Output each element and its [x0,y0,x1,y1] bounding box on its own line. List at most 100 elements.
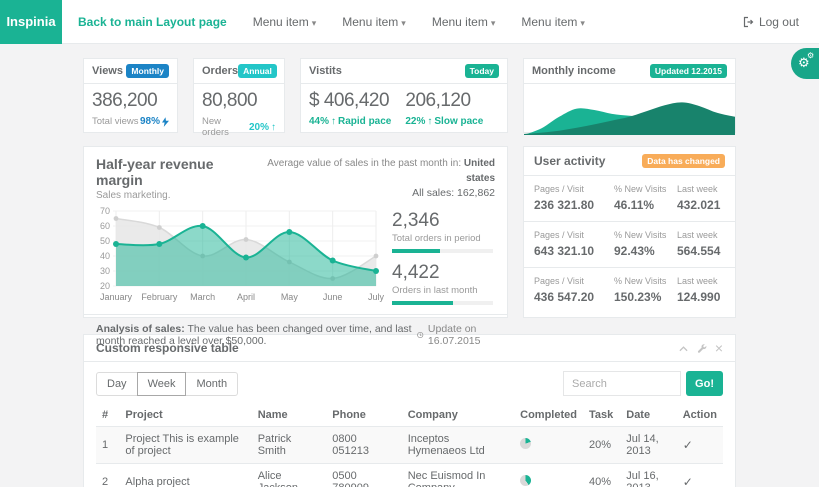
go-button[interactable]: Go! [686,371,723,396]
caret-down-icon: ▾ [490,17,496,28]
orders-delta-value: 20% [248,121,269,133]
svg-text:May: May [281,292,299,302]
wrench-icon[interactable] [696,343,707,354]
views-label: Total views [92,116,139,127]
project-cell[interactable]: Alpha project [119,463,252,487]
panel-title: User activity [534,154,606,168]
col-header-project[interactable]: Project [119,404,252,427]
project-cell[interactable]: Project This is example of project [119,426,252,464]
visits-left-delta: 44% ↑ Rapid pace [309,116,391,127]
panel-title: Monthly income [532,65,616,77]
activity-value: 643 321.10 [534,244,595,258]
filter-month-button[interactable]: Month [185,371,239,396]
col-header-company[interactable]: Company [401,404,515,427]
gear-icon: ⚙ [798,55,810,70]
caret-down-icon: ▾ [401,17,406,28]
activity-col-label: % New Visits [614,276,667,286]
filter-day-button[interactable]: Day [96,371,138,396]
visits-right-value: 206,120 [405,90,471,111]
svg-text:April: April [237,292,255,302]
avg-sales-country: United states [463,158,495,184]
update-info: Update on 16.07.2015 [417,323,495,347]
revenue-chart: 20 30 40 50 60 70 January February March April May… [94,206,385,314]
menu-item-3[interactable]: Menu item ▾ [432,15,496,29]
update-date: Update on 16.07.2015 [427,322,481,347]
col-header-num[interactable]: # [96,404,120,427]
visits-left-stat: $ 406,420 44% ↑ Rapid pace [309,90,391,127]
activity-value: 564.554 [677,244,721,258]
filter-week-button[interactable]: Week [136,371,187,396]
svg-text:50: 50 [100,236,110,246]
panel-title: Views [92,65,123,77]
updated-badge: Updated 12.2015 [649,64,727,78]
arrow-up-icon: ↑ [427,116,433,127]
activity-row: Pages / Visit 436 547.20 % New Visits 150.… [524,268,735,313]
views-value: 386,200 [92,90,158,111]
table-row: 2 Alpha project Alice Jackson 0500 78090… [96,463,723,487]
orders-in-period-value: 2,346 [392,209,440,231]
col-header-task[interactable]: Task [582,404,621,427]
check-icon[interactable]: ✓ [676,463,723,487]
date-cell: Jul 16, 2013 [620,463,677,487]
menu-item-label: Menu item [521,14,578,29]
table-row: 1 Project This is example of project Pat… [96,426,723,464]
visits-right-delta: 22% ↑ Slow pace [405,116,483,127]
arrow-up-icon: ↑ [331,116,337,127]
completed-pie-icon [520,475,532,486]
revenue-subtitle: Sales marketing. [96,190,171,201]
svg-text:June: June [323,292,343,302]
orders-in-period-label: Total orders in period [392,232,481,244]
orders-last-month-value: 4,422 [392,261,440,283]
visits-left-value: $ 406,420 [309,90,390,111]
orders-label: New orders [202,116,229,138]
svg-text:30: 30 [100,266,110,276]
monthly-badge: Monthly [126,64,169,78]
visits-right-stat: 206,120 22% ↑ Slow pace [405,90,483,127]
collapse-icon[interactable] [679,345,688,352]
col-header-action[interactable]: Action [676,404,723,427]
logout-button[interactable]: Log out [742,15,799,29]
col-header-completed[interactable]: Completed [514,404,583,427]
analysis-label: Analysis of sales: [96,322,185,335]
activity-value: 436 547.20 [534,290,595,304]
task-cell: 40% [582,463,621,487]
theme-settings-button[interactable]: ⚙ ⚙ [791,48,819,79]
revenue-side-stats: 2,346 Total orders in period 4,422 Order… [382,206,497,314]
svg-text:February: February [141,292,178,302]
visits-panel: Vistits Today $ 406,420 44% ↑ Rapid pace… [300,58,508,133]
panel-title: Custom responsive table [96,341,239,355]
svg-text:March: March [190,292,215,302]
gear-icon-small: ⚙ [807,51,815,60]
col-header-phone[interactable]: Phone [326,404,402,427]
orders-panel: Orders Annual 80,800 New orders 20% ↑ [193,58,285,138]
delta-value: 22% [405,116,426,127]
caret-down-icon: ▾ [580,17,585,28]
activity-col-label: % New Visits [614,184,667,194]
revenue-title: Half-year revenue margin [96,156,214,188]
svg-text:70: 70 [100,206,110,216]
check-icon[interactable]: ✓ [676,426,723,464]
svg-text:20: 20 [100,281,110,291]
back-to-layout-link[interactable]: Back to main Layout page [78,14,227,29]
orders-value: 80,800 [202,90,258,111]
progress-bar [392,248,493,253]
col-header-date[interactable]: Date [620,404,677,427]
search-input[interactable] [563,371,682,396]
close-icon[interactable]: × [714,340,723,356]
activity-col-label: Last week [677,184,718,194]
svg-text:60: 60 [100,221,110,231]
brand-logo[interactable]: Inspinia [0,0,62,44]
caret-down-icon: ▾ [311,17,317,28]
activity-col-label: Last week [677,276,718,286]
col-header-name[interactable]: Name [251,404,327,427]
analysis-text: Analysis of sales: The value has been ch… [96,323,417,347]
menu-item-4[interactable]: Menu item ▾ [521,15,585,29]
data-changed-badge: Data has changed [642,154,725,168]
menu-item-label: Menu item [342,14,399,29]
avg-sales-text: Average value of sales in the past month… [267,158,464,169]
annual-badge: Annual [238,64,277,78]
activity-value: 124.990 [677,290,721,304]
activity-value: 92.43% [614,244,655,258]
menu-item-1[interactable]: Menu item ▾ [253,15,317,29]
menu-item-2[interactable]: Menu item ▾ [342,15,406,29]
